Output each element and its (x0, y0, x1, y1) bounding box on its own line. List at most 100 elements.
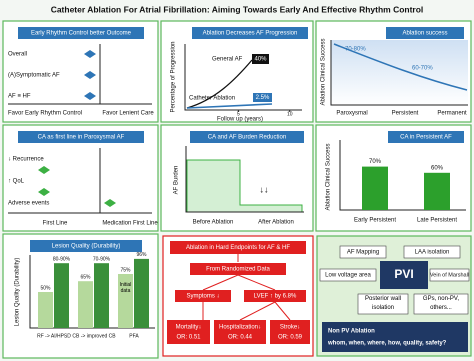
odds-ratio: OR: 0.51 (176, 335, 201, 341)
bar (362, 166, 388, 210)
panel-title-box (18, 27, 144, 39)
panel-title: Ablation success (402, 31, 447, 37)
ablation-curve (186, 103, 273, 109)
value-label: 60-70% (412, 66, 433, 72)
bar-after (94, 263, 109, 328)
outcome: Mortality↓ (176, 325, 202, 331)
panel-title: CA and AF Burden Reduction (208, 135, 286, 141)
arrows (202, 254, 291, 321)
target-boxes (319, 245, 470, 315)
axis-label: First Line (43, 221, 68, 227)
main-title: Catheter Ablation For Atrial Fibrillatio… (51, 4, 424, 14)
axis-label: Medication First Line (102, 221, 158, 227)
row-label: Overall (8, 52, 27, 58)
series-label: Catheter Ablation (189, 96, 235, 102)
effect: LVEF ↑ by 6.8% (254, 294, 297, 300)
y-axis-label: Percentage of Progression (171, 41, 177, 112)
axes (330, 40, 468, 106)
note: Initial data (119, 282, 132, 294)
footer-title: Non PV Ablation (328, 329, 375, 335)
row-label: Adverse events (8, 201, 49, 207)
category-label: Late Persistent (417, 218, 457, 224)
value-label: 80-90% (53, 257, 71, 263)
panel-title: Ablation in Hard Endpoints for AF & HF (186, 245, 290, 251)
y-axis-label: Ablation Clinical Success (321, 38, 327, 105)
success-curve (333, 43, 468, 91)
general-curve (186, 59, 253, 109)
category-label: PFA (129, 333, 139, 339)
outcome: Stroke↓ (280, 325, 300, 331)
target-wrap: GPs, non-PV, others... (422, 296, 460, 311)
value-label: 96% (136, 252, 147, 258)
bar-before (118, 274, 133, 328)
axes (29, 255, 155, 329)
x-axis-label: Follow up (years) (217, 117, 263, 123)
target-wrap: Posterior wall isolation (364, 296, 401, 311)
value-label: 70% (369, 159, 382, 165)
target: GPs, non-PV, others... (422, 296, 460, 311)
target: LAA isolation (415, 250, 450, 256)
box (175, 290, 231, 302)
value-label: 65% (80, 275, 91, 281)
category-label: After Ablation (258, 220, 294, 226)
y-axis-label: Ablation Clinical Success (326, 143, 332, 210)
axes (185, 146, 304, 213)
target: AF Mapping (347, 250, 379, 256)
target: Vein of Marshall (430, 272, 469, 278)
y-axis-label: Lesion Quality (Durability) (15, 258, 21, 327)
value-label: 2.5% (256, 95, 270, 101)
value-label: 70-80% (345, 47, 366, 53)
axis-label: Favor Lenient Care (102, 111, 154, 117)
source: From Randomized Data (206, 267, 270, 273)
panel-title-box (18, 131, 144, 143)
plot-bg (331, 40, 468, 105)
panel-title: Ablation Decreases AF Progression (203, 31, 298, 37)
x-tick-label: 5 (237, 111, 240, 117)
pvi-box (380, 261, 428, 289)
axes (184, 44, 302, 111)
label-box (253, 93, 272, 102)
value-label: 75% (120, 267, 131, 273)
value-label: 60% (431, 165, 444, 171)
bar-after (54, 263, 69, 328)
odds-ratio: OR: 0.59 (278, 335, 303, 341)
box (270, 320, 310, 344)
panel-title: CA as first line in Paroxysmal AF (38, 135, 125, 141)
diamonds (38, 166, 116, 207)
panel-title: Lesion Quality (Durability) (52, 244, 121, 250)
category-label: Before Ablation (193, 220, 234, 226)
effect: Symptoms ↓ (186, 294, 219, 300)
value-label: 70-90% (93, 257, 111, 263)
category-label: CB -> improved CB (72, 333, 116, 339)
panel-title-box (170, 241, 306, 254)
bar-before (38, 292, 53, 328)
diamonds (84, 50, 96, 100)
y-axis-label: AF Burden (174, 166, 180, 195)
panel-title: Early Rhythm Control better Outcome (31, 31, 132, 37)
bar-after (134, 258, 149, 328)
box (167, 320, 210, 344)
label-box (252, 54, 269, 64)
note-wrap: Initial data (119, 282, 132, 294)
value-label: 40% (254, 57, 267, 63)
row-label: ↓ Recurrence (8, 157, 44, 163)
category-label: Persistent (392, 111, 419, 117)
odds-ratio: OR: 0.44 (228, 335, 253, 341)
box (244, 290, 306, 302)
bar (424, 172, 450, 210)
axis-label: Favor Early Rhythm Control (8, 111, 82, 117)
footer-question: whom, when, where, how, quality, safety? (327, 341, 447, 347)
row-label: ↑ QoL (8, 179, 25, 185)
panel-title-box (192, 27, 308, 39)
footer-box (322, 322, 468, 352)
panel-title-box (190, 131, 304, 143)
category-label: Early Persistent (354, 218, 396, 224)
panel-title-box (30, 240, 142, 252)
box (214, 320, 266, 344)
panel-title: CA in Persistent AF (400, 135, 452, 141)
target: Posterior wall isolation (364, 296, 401, 311)
value-label: 50% (40, 285, 51, 291)
row-label: AF ≡ HF (8, 94, 31, 100)
target: Low voltage area (325, 273, 371, 279)
